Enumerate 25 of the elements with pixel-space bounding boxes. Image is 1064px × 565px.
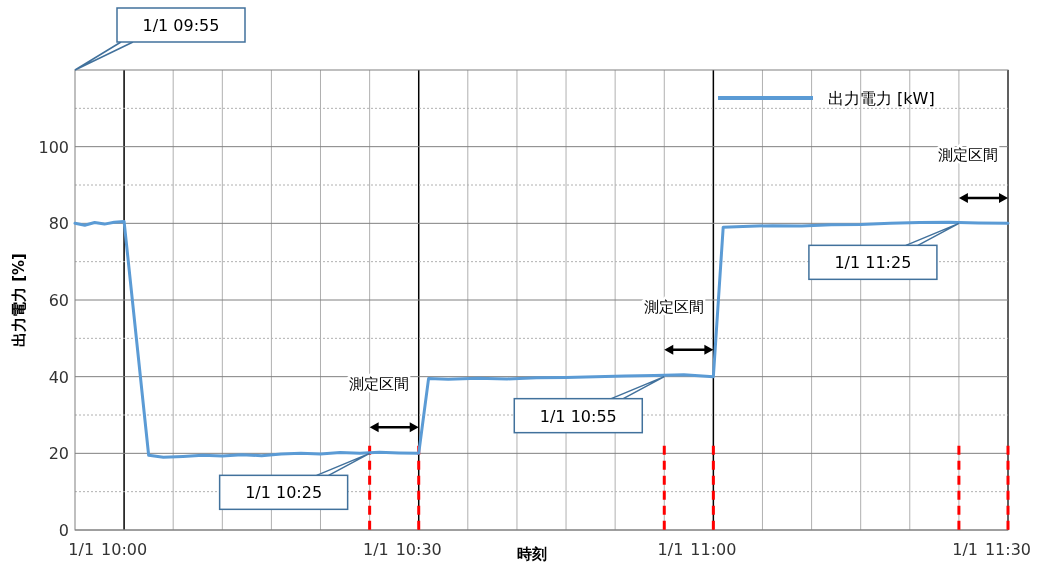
annotation: 測定区間 (643, 297, 704, 316)
annotation: 1/1 11:25 (834, 253, 912, 273)
x-axis-title: 時刻 (516, 545, 547, 563)
y-tick-label: 20 (48, 444, 69, 464)
y-tick-label: 100 (38, 137, 69, 157)
text: 1/1 (68, 540, 95, 559)
y-tick-label: 80 (48, 214, 69, 234)
y-tick-label: 60 (48, 291, 69, 310)
x-tick-label: 10:30 (395, 540, 442, 559)
text: 1/1 (362, 540, 389, 559)
text: 出力電力 [kW] (828, 89, 935, 108)
annotation: 1/1 10:55 (539, 406, 617, 426)
x-tick-label: 11:30 (984, 540, 1032, 559)
annotation: 1/1 10:25 (245, 483, 323, 503)
text: 1/1 09:55 (142, 16, 220, 35)
x-tick-label: 10:00 (101, 540, 148, 559)
annotation: 測定区間 (349, 375, 410, 394)
y-tick-label: 40 (48, 367, 69, 387)
y-tick-label: 0 (58, 521, 69, 540)
annotation: 測定区間 (938, 145, 999, 164)
text: 1/1 (952, 540, 978, 559)
line-series (73, 219, 1010, 459)
y-axis-title: 出力電力 [%] (10, 253, 28, 347)
text: 1/1 (657, 540, 684, 559)
x-tick-label: 11:00 (690, 540, 737, 559)
